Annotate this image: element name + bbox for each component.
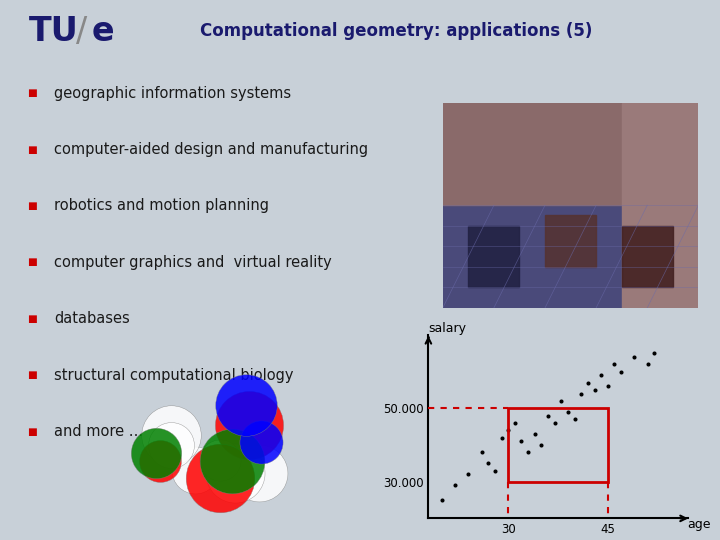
Text: /: / (76, 15, 87, 48)
Point (575, 389, 587, 398)
Text: structural computational biology: structural computational biology (54, 368, 294, 383)
Point (642, 360, 654, 368)
Text: and more …: and more … (54, 424, 143, 439)
Point (616, 367, 627, 376)
Point (569, 415, 580, 423)
Point (516, 437, 527, 445)
Point (436, 496, 447, 504)
Bar (443, 205, 698, 308)
Text: ■: ■ (27, 370, 37, 380)
Point (243, 421, 255, 429)
Bar (443, 103, 698, 205)
Bar (508, 408, 608, 482)
Point (476, 448, 487, 457)
Bar (545, 215, 596, 267)
Point (556, 396, 567, 405)
Text: TU: TU (29, 15, 78, 48)
Polygon shape (622, 103, 698, 308)
Point (503, 426, 514, 435)
Bar (622, 226, 673, 287)
Point (629, 353, 640, 361)
Text: databases: databases (54, 311, 130, 326)
Point (509, 418, 521, 427)
Point (489, 467, 500, 475)
Point (602, 382, 613, 390)
Text: e: e (91, 15, 114, 48)
Point (165, 430, 176, 439)
Text: robotics and motion planning: robotics and motion planning (54, 198, 269, 213)
Point (154, 457, 166, 465)
Text: computer graphics and  virtual reality: computer graphics and virtual reality (54, 255, 332, 270)
Point (608, 360, 620, 368)
Text: ■: ■ (27, 314, 37, 324)
Point (229, 469, 240, 477)
Point (542, 411, 554, 420)
Point (189, 465, 201, 474)
Point (649, 349, 660, 357)
Point (549, 418, 560, 427)
Point (562, 408, 574, 416)
Text: ■: ■ (27, 145, 37, 154)
Text: ■: ■ (27, 427, 37, 436)
Text: ■: ■ (27, 201, 37, 211)
Point (215, 474, 226, 483)
Text: age: age (688, 518, 711, 531)
Point (589, 386, 600, 394)
Point (255, 438, 266, 447)
Point (150, 448, 161, 457)
Point (496, 433, 508, 442)
Point (214, 455, 225, 464)
Point (240, 401, 251, 409)
Text: Computational geometry: applications (5): Computational geometry: applications (5) (200, 22, 592, 40)
Point (226, 457, 238, 465)
Text: salary: salary (428, 322, 467, 335)
Point (449, 481, 461, 490)
Point (536, 441, 547, 449)
Point (482, 459, 494, 468)
Point (462, 470, 474, 478)
Point (595, 371, 607, 380)
Point (522, 448, 534, 457)
Point (582, 378, 594, 387)
Point (165, 441, 176, 449)
Point (529, 430, 541, 438)
Text: ■: ■ (27, 88, 37, 98)
Bar (469, 226, 520, 287)
Text: computer-aided design and manufacturing: computer-aided design and manufacturing (54, 142, 368, 157)
Text: ■: ■ (27, 258, 37, 267)
Text: geographic information systems: geographic information systems (54, 86, 291, 100)
Point (253, 469, 264, 478)
